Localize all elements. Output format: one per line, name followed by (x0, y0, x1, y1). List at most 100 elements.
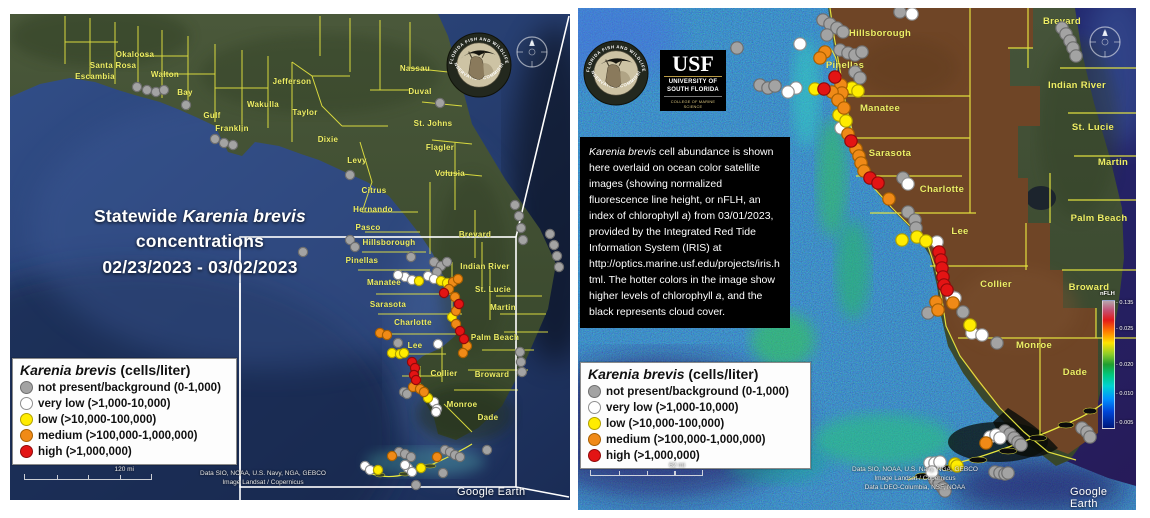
county-label-manatee: Manatee (860, 103, 900, 114)
county-label-flagler: Flagler (426, 143, 454, 152)
sample-dot (372, 464, 384, 476)
sample-dot (938, 484, 952, 498)
description-text: cell abundance is shown here overlaid on… (589, 146, 774, 222)
county-label-escambia: Escambia (75, 72, 115, 81)
sample-dot (513, 210, 525, 222)
county-label-walton: Walton (151, 70, 179, 79)
map-attribution: Data SIO, NOAA, U.S. Navy, NGA, GEBCO Im… (852, 466, 978, 491)
sample-dot (1069, 49, 1083, 63)
sample-dot (516, 366, 528, 378)
sample-dot (418, 386, 430, 398)
sample-dot (925, 465, 939, 479)
sample-dot (905, 8, 919, 21)
map-attribution: Data SIO, NOAA, U.S. Navy, NGA, GEBCO Im… (200, 470, 326, 486)
sample-dot (410, 374, 422, 386)
sample-dot (458, 333, 470, 345)
legend-label: low (>10,000-100,000) (606, 417, 725, 430)
sample-dot (434, 97, 446, 109)
sample-dot (839, 114, 853, 128)
legend-label: medium (>100,000-1,000,000) (606, 433, 766, 446)
sample-dot (515, 356, 527, 368)
description-text: a (681, 209, 688, 222)
sample-dot (844, 134, 858, 148)
compass-n-label: N (1103, 31, 1107, 36)
description-text: a (715, 289, 722, 302)
sample-dot (919, 234, 933, 248)
sample-dot (431, 451, 443, 463)
sample-dot (413, 275, 425, 287)
county-label-dixie: Dixie (318, 135, 339, 144)
sample-dot (793, 37, 807, 51)
sample-dot (386, 450, 398, 462)
colorbar-tick: 0.010 (1116, 391, 1133, 397)
sample-dot (893, 8, 907, 19)
sample-dot (871, 176, 885, 190)
colorbar-label: nFLH (1100, 291, 1115, 297)
legend-label: very low (>1,000-10,000) (38, 397, 171, 410)
scale-bar: 120 mi (24, 466, 152, 480)
sample-dot (141, 84, 153, 96)
sample-dot (730, 41, 744, 55)
sample-dots (596, 8, 1097, 498)
legend-item: not present/background (0-1,000) (20, 381, 228, 394)
county-label-monroe: Monroe (1016, 340, 1052, 351)
sample-dot (553, 261, 565, 273)
title-line2: concentrations (135, 231, 265, 252)
county-label-jefferson: Jefferson (273, 77, 312, 86)
description-text: , and the black represents cloud cover. (589, 289, 763, 318)
sample-dot (1014, 438, 1028, 452)
county-label-sarasota: Sarasota (370, 300, 406, 309)
sample-dot (209, 133, 221, 145)
county-label-st-johns: St. Johns (414, 119, 453, 128)
sample-dot (851, 84, 865, 98)
usf-college: COLLEGE OF MARINE SCIENCE (664, 96, 722, 109)
legend-label: not present/background (0-1,000) (606, 385, 789, 398)
nflh-colorbar: nFLH 0.135 0.025 0.020 0.010 0.005 (1100, 291, 1133, 429)
county-label-dade: Dade (478, 413, 499, 422)
sample-dot (551, 250, 563, 262)
legend-label: very low (>1,000-10,000) (606, 401, 739, 414)
compass-rose: N (1089, 26, 1121, 58)
sample-dot (399, 459, 411, 471)
county-labels: Hillsborough Pinellas Manatee Sarasota Charl… (826, 16, 1129, 379)
sample-dot (392, 337, 404, 349)
legend-item: very low (>1,000-10,000) (20, 397, 228, 410)
usf-acronym: USF (664, 53, 722, 77)
right-map-panel: Hillsborough Pinellas Manatee Sarasota Charl… (578, 8, 1136, 510)
sample-dot (836, 25, 850, 39)
legend-item: very low (>1,000-10,000) (588, 401, 802, 414)
legend-item: not present/background (0-1,000) (588, 385, 802, 398)
legend-items: not present/background (0-1,000) very low… (20, 381, 228, 458)
county-label-hillsborough: Hillsborough (849, 28, 911, 39)
left-map-panel: Escambia Santa Rosa Okaloosa Walton Bay Gulf F… (10, 14, 570, 500)
county-label-st-lucie: St. Lucie (1072, 122, 1114, 133)
legend-label: not present/background (0-1,000) (38, 381, 221, 394)
scale-label: 62 mi (669, 462, 685, 469)
sample-dot (481, 444, 493, 456)
sample-dot (454, 451, 466, 463)
county-label-levy: Levy (347, 156, 367, 165)
sample-dot (548, 239, 560, 251)
sample-dot (931, 303, 945, 317)
county-label-bay: Bay (177, 88, 193, 97)
sample-dot (227, 139, 239, 151)
county-label-franklin: Franklin (215, 124, 249, 133)
legend-swatch-r (588, 449, 601, 462)
legend-swatch-r (20, 445, 33, 458)
sample-dot (781, 85, 795, 99)
colorbar-tick: 0.025 (1116, 326, 1133, 332)
legend-swatch-y (588, 417, 601, 430)
county-label-monroe: Monroe (447, 400, 478, 409)
title-line3: 02/23/2023 - 03/02/2023 (102, 256, 298, 277)
sample-dot (837, 101, 851, 115)
scale-bar: 62 mi (590, 462, 703, 476)
legend-item: medium (>100,000-1,000,000) (20, 429, 228, 442)
scale-label: 120 mi (114, 466, 134, 473)
sample-dot (515, 222, 527, 234)
sample-dot (768, 79, 782, 93)
county-label-pinellas: Pinellas (826, 60, 864, 71)
sample-dot (452, 273, 464, 285)
sample-dot (514, 346, 526, 358)
usf-logo: USF UNIVERSITY OF SOUTH FLORIDA COLLEGE … (660, 50, 726, 111)
legend-title: Karenia brevis (cells/liter) (588, 366, 759, 382)
